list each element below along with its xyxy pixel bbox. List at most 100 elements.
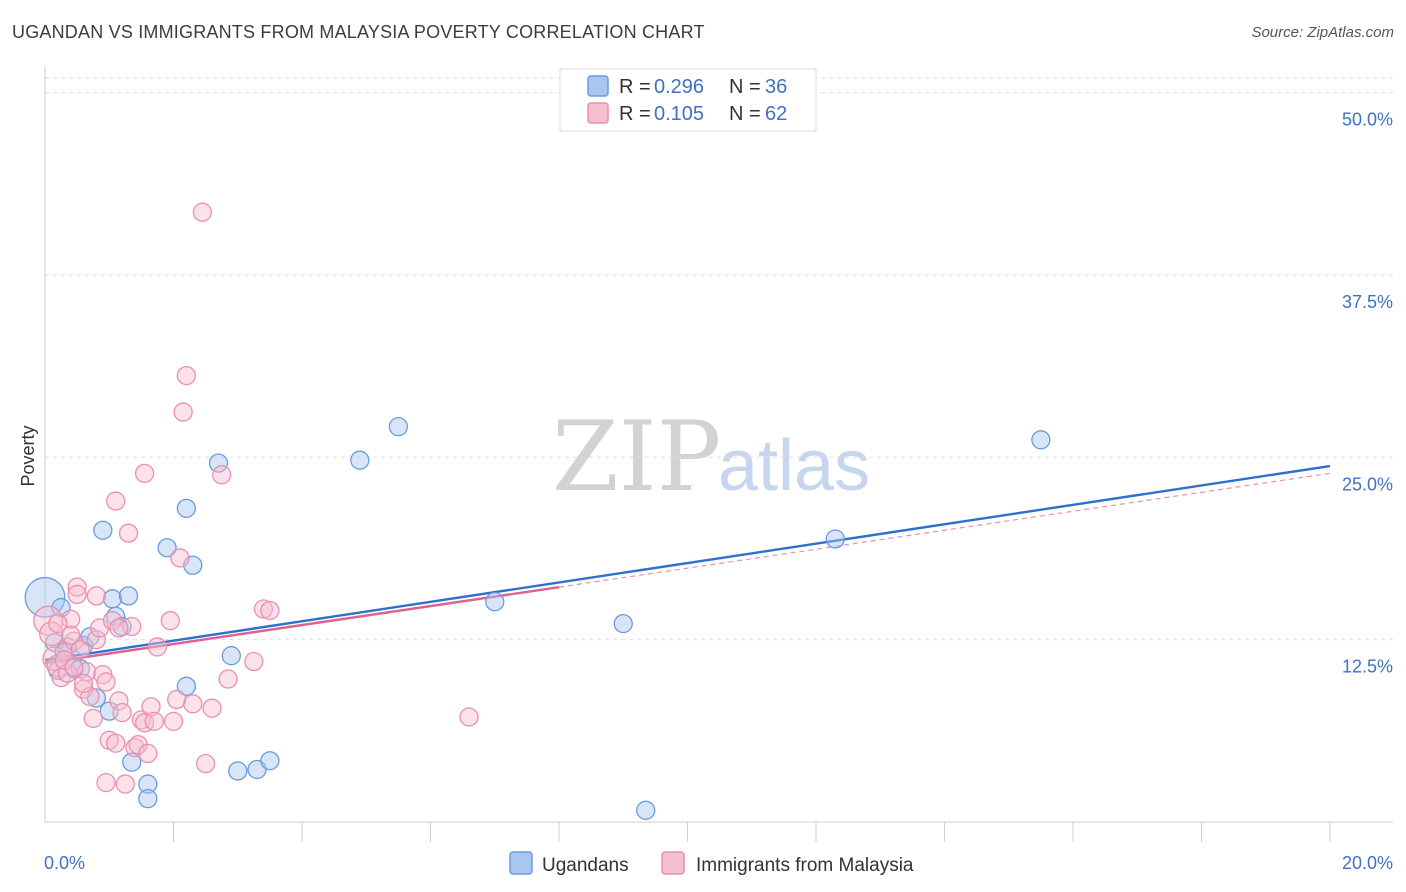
point-ugandans <box>260 751 280 771</box>
chart-title: UGANDAN VS IMMIGRANTS FROM MALAYSIA POVE… <box>12 22 705 42</box>
point-ugandans <box>388 417 409 437</box>
point-malaysia <box>195 753 216 774</box>
point-malaysia <box>173 402 193 422</box>
series-legend-label-ugandans: Ugandans <box>542 855 629 876</box>
legend-n-label-malaysia: N = <box>729 103 761 125</box>
point-malaysia <box>48 613 68 634</box>
legend-swatch-malaysia <box>587 102 609 124</box>
point-ugandans <box>1031 430 1051 450</box>
point-malaysia <box>61 625 81 645</box>
watermark: ZIP atlas <box>552 401 870 513</box>
point-ugandans <box>350 450 370 470</box>
point-malaysia <box>147 637 168 657</box>
point-malaysia <box>96 672 116 692</box>
legend-r-value-ugandans: 0.296 <box>654 76 704 98</box>
point-malaysia <box>160 611 180 631</box>
point-ugandans <box>221 646 241 666</box>
x-tick-labels: 0.0% 20.0% <box>44 853 1393 873</box>
point-malaysia <box>167 689 187 710</box>
point-ugandans <box>122 752 142 772</box>
point-malaysia <box>70 640 90 660</box>
point-ugandans <box>485 592 505 612</box>
legend-n-value-malaysia: 62 <box>765 103 787 125</box>
point-ugandans <box>138 789 158 809</box>
point-ugandans <box>176 676 197 696</box>
legend-r-label-ugandans: R = <box>619 76 651 98</box>
point-malaysia <box>192 202 213 222</box>
point-ugandans <box>138 774 158 794</box>
series-legend-swatch-malaysia <box>661 851 685 875</box>
trend-line-malaysia <box>44 585 560 665</box>
point-malaysia <box>39 621 64 647</box>
point-malaysia <box>118 523 139 543</box>
point-malaysia <box>86 629 107 650</box>
point-malaysia <box>202 698 222 718</box>
legend-n-value-ugandans: 36 <box>765 76 787 98</box>
point-malaysia <box>260 600 280 621</box>
point-malaysia <box>253 599 274 619</box>
point-malaysia <box>183 694 203 714</box>
axes <box>44 66 1393 842</box>
legend-n-label-ugandans: N = <box>729 76 761 98</box>
x-tick-label: 0.0% <box>44 853 85 873</box>
point-malaysia <box>244 651 264 672</box>
point-ugandans <box>613 613 633 634</box>
x-tick-label: 20.0% <box>1342 853 1393 873</box>
point-malaysia <box>96 772 116 793</box>
point-malaysia <box>64 657 84 678</box>
point-malaysia <box>163 711 184 731</box>
point-ugandans <box>157 538 177 558</box>
point-ugandans <box>228 761 248 781</box>
point-malaysia <box>67 584 87 605</box>
point-malaysia <box>73 673 94 694</box>
point-malaysia <box>109 691 129 711</box>
point-malaysia <box>109 618 129 638</box>
y-tick-label: 50.0% <box>1342 110 1393 130</box>
legend-swatch-ugandans <box>587 75 609 97</box>
correlation-legend: R = 0.296 N = 36 R = 0.105 N = 62 <box>559 68 817 132</box>
point-malaysia <box>141 697 161 717</box>
data-points <box>24 202 1051 820</box>
legend-r-value-malaysia: 0.105 <box>654 103 704 125</box>
y-tick-label: 25.0% <box>1342 474 1393 494</box>
series-legend-label-malaysia: Immigrants from Malaysia <box>696 855 914 876</box>
point-malaysia <box>134 463 155 483</box>
point-malaysia <box>54 650 74 670</box>
point-malaysia <box>459 707 479 727</box>
series-legend: Ugandans Immigrants from Malaysia <box>509 851 914 876</box>
y-axis-label: Poverty <box>18 425 38 486</box>
point-malaysia <box>86 586 107 606</box>
point-malaysia <box>83 708 103 729</box>
watermark-atlas: atlas <box>718 426 870 506</box>
point-ugandans <box>176 498 197 519</box>
legend-r-label-malaysia: R = <box>619 103 651 125</box>
point-malaysia <box>67 577 87 597</box>
series-legend-swatch-ugandans <box>509 851 533 875</box>
point-malaysia <box>212 465 232 485</box>
point-malaysia <box>144 711 164 731</box>
trend-line-ugandans <box>44 464 1331 662</box>
point-ugandans <box>102 589 123 609</box>
trend-line-malaysia-extension <box>558 472 1331 588</box>
point-malaysia <box>138 743 158 764</box>
point-malaysia <box>176 365 197 386</box>
point-malaysia <box>112 702 132 723</box>
point-malaysia <box>170 548 190 568</box>
y-tick-labels: 12.5% 25.0% 37.5% 50.0% <box>1342 110 1393 677</box>
trend-lines <box>44 464 1331 665</box>
chart-source: Source: ZipAtlas.com <box>1251 24 1394 41</box>
y-tick-label: 12.5% <box>1342 657 1393 677</box>
point-malaysia <box>106 491 126 511</box>
point-malaysia <box>106 733 126 753</box>
point-malaysia <box>115 774 135 794</box>
point-ugandans <box>118 586 139 606</box>
y-tick-label: 37.5% <box>1342 292 1393 312</box>
point-ugandans <box>636 800 656 820</box>
point-ugandans <box>93 520 113 540</box>
point-ugandans <box>208 453 229 473</box>
point-malaysia <box>102 611 123 631</box>
gridlines <box>45 77 1393 641</box>
point-ugandans <box>825 529 845 549</box>
point-malaysia <box>218 669 238 689</box>
